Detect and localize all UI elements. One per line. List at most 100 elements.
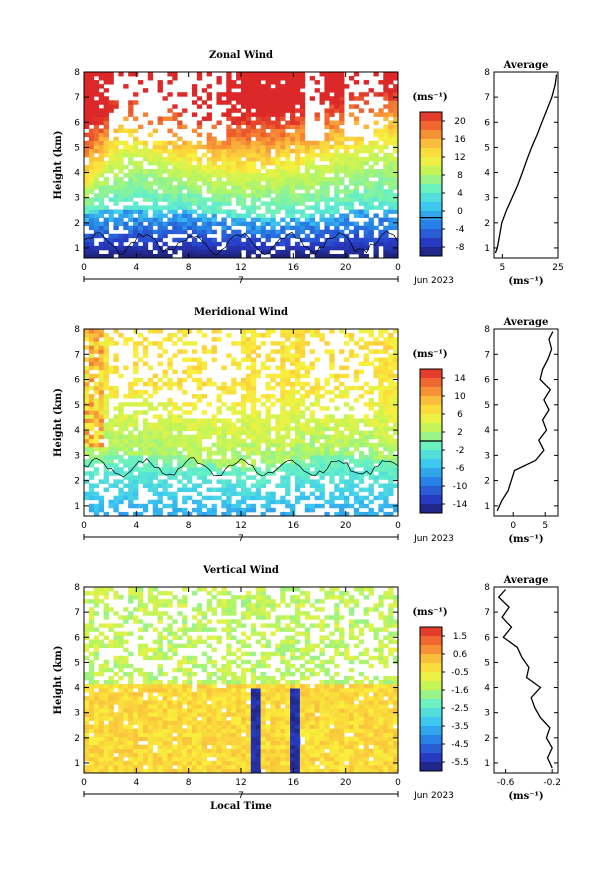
heatmap-cell: [383, 463, 389, 468]
heatmap-cell: [363, 422, 369, 427]
heatmap-cell: [226, 422, 232, 427]
heatmap-cell: [358, 511, 365, 517]
heatmap-cell: [128, 732, 134, 738]
heatmap-cell: [142, 627, 149, 632]
heatmap-cell: [84, 442, 90, 448]
heatmap-cell: [304, 406, 311, 411]
heatmap-cell: [103, 394, 109, 399]
heatmap-cell: [285, 213, 291, 218]
heatmap-cell: [118, 148, 124, 154]
heatmap-cell: [103, 381, 109, 387]
heatmap-cell: [142, 507, 149, 513]
heatmap-cell: [88, 507, 95, 513]
heatmap-cell: [260, 116, 266, 121]
heatmap-cell: [152, 253, 158, 259]
heatmap-cell: [388, 377, 394, 383]
heatmap-cell: [304, 507, 311, 513]
heatmap-cell: [113, 237, 119, 243]
heatmap-cell: [93, 124, 100, 130]
heatmap-cell: [211, 209, 217, 214]
heatmap-cell: [113, 357, 119, 362]
heatmap-cell: [339, 455, 345, 460]
heatmap-cell: [329, 181, 335, 186]
heatmap-cell: [329, 434, 335, 440]
heatmap-cell: [187, 479, 193, 484]
heatmap-cell: [226, 249, 232, 255]
heatmap-cell: [314, 438, 320, 444]
heatmap-cell: [388, 406, 394, 411]
heatmap-cell: [196, 455, 203, 460]
heatmap-cell: [172, 684, 178, 689]
heatmap-cell: [152, 414, 158, 419]
heatmap-cell: [182, 241, 188, 247]
heatmap-cell: [113, 643, 119, 649]
heatmap-cell: [260, 84, 266, 89]
heatmap-cell: [84, 329, 90, 334]
heatmap-cell: [147, 487, 154, 493]
heatmap-cell: [383, 438, 389, 444]
heatmap-cell: [133, 402, 139, 407]
heatmap-cell: [108, 72, 114, 77]
heatmap-cell: [162, 627, 168, 632]
heatmap-cell: [221, 422, 227, 427]
heatmap-cell: [245, 467, 252, 472]
heatmap-cell: [172, 414, 178, 419]
heatmap-cell: [196, 704, 203, 709]
heatmap-cell: [206, 692, 212, 697]
heatmap-cell: [221, 100, 227, 105]
heatmap-cell: [353, 442, 360, 448]
heatmap-cell: [368, 165, 374, 170]
heatmap-cell: [245, 475, 252, 480]
heatmap-cell: [260, 483, 266, 488]
heatmap-cell: [147, 365, 154, 371]
heatmap-cell: [265, 418, 271, 423]
heatmap-cell: [98, 233, 105, 239]
heatmap-cell: [231, 193, 237, 198]
heatmap-cell: [334, 426, 340, 432]
heatmap-cell: [133, 756, 139, 762]
heatmap-cell: [241, 341, 247, 346]
heatmap-cell: [358, 237, 365, 243]
heatmap-cell: [363, 148, 369, 154]
heatmap-cell: [211, 495, 217, 501]
heatmap-cell: [285, 144, 291, 150]
heatmap-cell: [177, 426, 183, 432]
heatmap-cell: [167, 148, 173, 154]
heatmap-cell: [265, 237, 271, 243]
heatmap-cell: [265, 353, 271, 358]
heatmap-cell: [137, 442, 144, 448]
heatmap-cell: [172, 148, 178, 154]
heatmap-cell: [344, 237, 350, 243]
heatmap-cell: [167, 169, 173, 174]
heatmap-cell: [128, 434, 134, 440]
heatmap-cell: [177, 599, 183, 604]
heatmap-cell: [88, 160, 95, 166]
heatmap-cell: [334, 92, 340, 97]
heatmap-cell: [285, 108, 291, 113]
heatmap-cell: [285, 471, 291, 476]
heatmap-cell: [329, 357, 335, 362]
heatmap-cell: [128, 728, 134, 733]
heatmap-cell: [245, 345, 252, 350]
heatmap-cell: [133, 128, 139, 134]
heatmap-cell: [162, 487, 168, 493]
heatmap-cell: [137, 438, 144, 444]
heatmap-cell: [324, 197, 330, 202]
avg-x-tick-label: 25: [552, 263, 563, 273]
heatmap-cell: [162, 651, 168, 657]
heatmap-cell: [167, 720, 173, 725]
heatmap-cell: [319, 491, 325, 497]
heatmap-cell: [93, 225, 100, 231]
heatmap-cell: [393, 394, 399, 399]
heatmap-cell: [353, 483, 360, 488]
heatmap-cell: [353, 116, 360, 121]
heatmap-cell: [280, 475, 286, 480]
heatmap-cell: [211, 201, 217, 206]
heatmap-cell: [285, 369, 291, 375]
heatmap-cell: [255, 120, 262, 125]
heatmap-cell: [206, 112, 212, 117]
heatmap-cell: [98, 398, 105, 403]
heatmap-cell: [383, 88, 389, 93]
heatmap-cell: [103, 615, 109, 620]
heatmap-cell: [245, 177, 252, 182]
